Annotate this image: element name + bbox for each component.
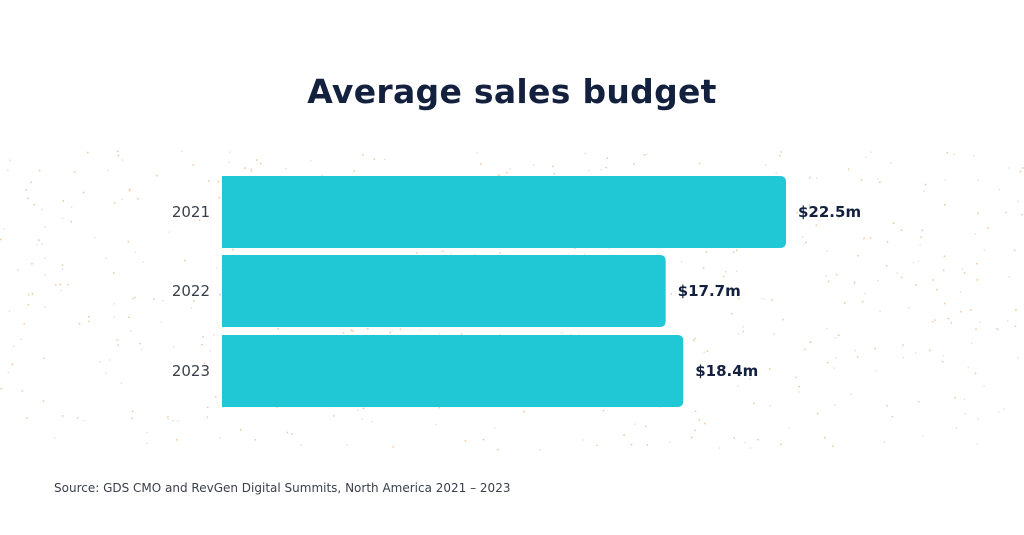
bar-2021 (222, 176, 786, 248)
value-label: $17.7m (678, 282, 741, 300)
category-label: 2021 (172, 203, 210, 221)
source-note: Source: GDS CMO and RevGen Digital Summi… (54, 481, 510, 495)
category-label: 2022 (172, 282, 210, 300)
bar-2023 (222, 335, 683, 407)
category-label: 2023 (172, 362, 210, 380)
bar-2022 (222, 255, 666, 327)
value-label: $22.5m (798, 203, 861, 221)
value-label: $18.4m (695, 362, 758, 380)
